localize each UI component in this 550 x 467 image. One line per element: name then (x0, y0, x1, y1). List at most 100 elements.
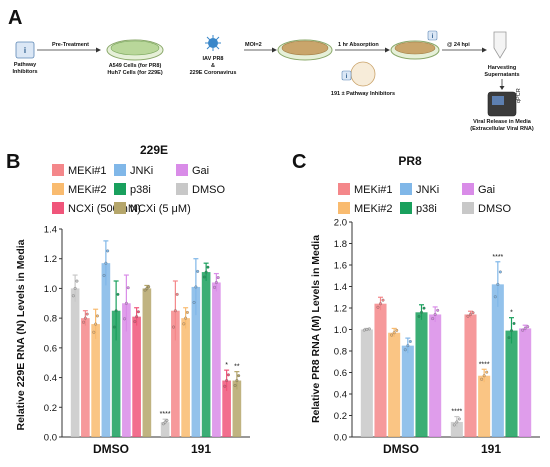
data-point (523, 326, 527, 330)
category-label: 191 (191, 442, 211, 456)
legend-label: JNKi (416, 184, 439, 196)
data-point (395, 328, 399, 332)
data-point (381, 298, 385, 302)
cells-label-1: A549 Cells (for PR8) (109, 63, 162, 69)
data-point (436, 308, 440, 312)
bar (142, 288, 152, 437)
arrowhead-moi (272, 47, 277, 53)
legend-swatch (338, 183, 350, 195)
tube-icon (493, 31, 507, 59)
data-point (233, 383, 237, 387)
legend-label: p38i (130, 184, 151, 196)
bar (91, 324, 100, 437)
data-point (75, 279, 79, 283)
data-point (126, 286, 130, 290)
data-point (106, 249, 110, 253)
data-point (213, 285, 217, 289)
data-point (526, 325, 530, 329)
legend-label: MEKi#2 (354, 203, 393, 215)
arrowhead-pretreatment (96, 47, 101, 53)
bar (478, 375, 491, 437)
y-tick-label: 1.2 (44, 254, 57, 265)
legend-swatch (52, 202, 64, 214)
data-point (136, 310, 140, 314)
significance-label: **** (451, 409, 462, 416)
data-point (496, 282, 500, 286)
y-tick-label: 0.8 (334, 347, 347, 358)
chart-c: 0.00.20.40.60.81.01.21.41.61.82.0DMSO***… (334, 218, 540, 456)
data-point (82, 320, 86, 324)
data-point (182, 322, 186, 326)
bar (111, 310, 121, 437)
data-point (194, 285, 198, 289)
data-point (379, 302, 382, 306)
significance-label: **** (479, 361, 490, 368)
virus-label-1: IAV PR8 (203, 56, 224, 62)
data-point (204, 270, 208, 274)
data-point (406, 344, 410, 348)
data-point (512, 322, 516, 325)
treated-i-box-icon (427, 30, 438, 41)
y-tick-label: 1.0 (44, 284, 57, 295)
data-point (367, 327, 371, 331)
panel-a-letter: A (8, 7, 22, 29)
y-tick-label: 0.4 (334, 390, 347, 401)
release-label-2: (Extracellular Viral RNA) (470, 126, 534, 132)
data-point (161, 422, 165, 426)
y-tick-label: 0.0 (44, 433, 57, 444)
treated-layer-icon (394, 41, 436, 55)
data-point (226, 373, 230, 377)
data-point (102, 273, 106, 277)
y-tick-label: 2.0 (334, 218, 347, 229)
data-point (185, 310, 189, 314)
legend-label: DMSO (478, 203, 511, 215)
category-label: 191 (481, 442, 501, 456)
pathway-label-2: Inhibitors (12, 69, 37, 75)
category-label: DMSO (93, 442, 129, 456)
legend-swatch (462, 202, 474, 214)
data-point (469, 313, 472, 316)
legend-swatch (52, 183, 64, 195)
qpcr-label: qPCR (516, 88, 522, 103)
bar (181, 318, 190, 437)
data-point (83, 316, 87, 320)
arrowhead-absorption (385, 47, 390, 53)
legend-label: p38i (416, 203, 437, 215)
data-point (433, 313, 437, 316)
y-tick-label: 0.8 (44, 314, 57, 325)
bar (101, 263, 111, 437)
legend-swatch (400, 202, 412, 214)
drug-i-icon: i (346, 74, 348, 80)
legend-label: MEKi#1 (354, 184, 393, 196)
bar (415, 312, 428, 437)
bar (222, 380, 231, 437)
data-point (216, 276, 220, 280)
data-point (422, 306, 426, 310)
data-point (73, 286, 77, 290)
category-label: DMSO (383, 442, 419, 456)
data-point (403, 348, 407, 352)
data-point (112, 325, 116, 329)
legend-label: NCXi (5 μM) (130, 203, 191, 215)
legend-swatch (400, 183, 412, 195)
inhibitors-191-label: 191 ± Pathway Inhibitors (331, 91, 395, 97)
data-point (85, 312, 89, 316)
data-point (455, 420, 459, 424)
legend-label: JNKi (130, 165, 153, 177)
legend-swatch (462, 183, 474, 195)
drug-i-box-icon (341, 70, 352, 81)
data-point (92, 330, 96, 334)
data-point (116, 292, 120, 296)
inhibitor-box-icon (15, 41, 35, 59)
data-point (173, 309, 177, 313)
legend-label: MEKi#2 (68, 184, 107, 196)
y-tick-label: 1.4 (334, 282, 347, 293)
cell-layer-icon (110, 40, 160, 56)
legend-label: MEKi#1 (68, 165, 107, 177)
data-point (480, 377, 484, 381)
data-point (147, 285, 151, 289)
legend-label: Gai (192, 165, 209, 177)
absorption-label: 1 hr Absorption (338, 42, 379, 48)
